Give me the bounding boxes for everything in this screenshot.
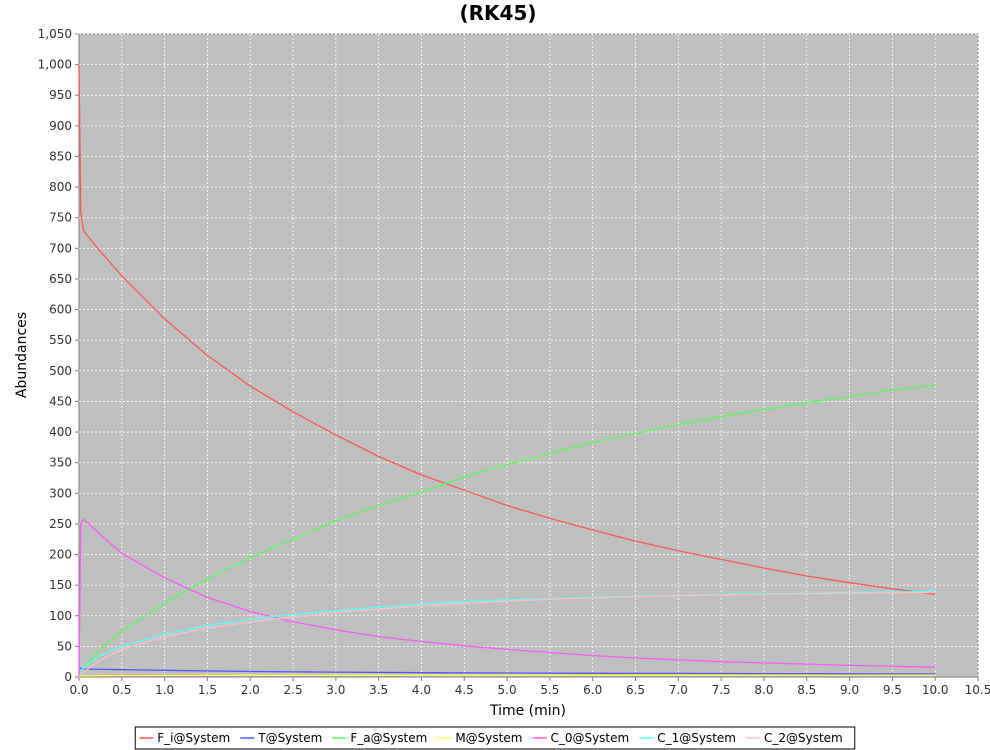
legend-label: M@System (455, 731, 522, 745)
series-line-c-0-system (78, 518, 936, 678)
plot-area (78, 33, 979, 678)
y-tick-label: 350 (49, 456, 72, 470)
y-tick-label: 1,050 (38, 27, 72, 41)
legend-box (134, 726, 856, 750)
legend-label: F_i@System (157, 731, 230, 745)
x-tick-label: 4.0 (412, 683, 431, 697)
y-tick-label: 250 (49, 517, 72, 531)
y-tick-label: 550 (49, 333, 72, 347)
y-tick-label: 0 (64, 670, 72, 684)
x-tick-label: 3.0 (326, 683, 345, 697)
y-tick-label: 450 (49, 394, 72, 408)
chart-title: (RK45) (459, 1, 536, 25)
legend-label: F_a@System (350, 731, 427, 745)
x-tick-label: 8.0 (754, 683, 773, 697)
y-tick-label: 900 (49, 119, 72, 133)
y-axis-ticks: 0 50 100 150 200 250 300 350 400 450 500 550 600 650 7… (38, 27, 79, 684)
y-tick-label: 600 (49, 303, 72, 317)
x-tick-label: 6.0 (583, 683, 602, 697)
y-tick-label: 850 (49, 149, 72, 163)
x-tick-label: 2.0 (241, 683, 260, 697)
x-tick-label: 0.5 (112, 683, 131, 697)
y-tick-label: 300 (49, 486, 72, 500)
x-tick-label: 7.0 (669, 683, 688, 697)
y-tick-label: 800 (49, 180, 72, 194)
grid (79, 33, 979, 677)
y-tick-label: 500 (49, 364, 72, 378)
x-tick-label: 6.5 (626, 683, 645, 697)
legend-label: C_2@System (764, 731, 843, 745)
y-axis-label: Abundances (14, 312, 30, 398)
legend: F_i@System T@System F_a@System M@System C_0@… (134, 726, 856, 750)
y-tick-label: 700 (49, 241, 72, 255)
y-tick-label: 400 (49, 425, 72, 439)
legend-label: C_0@System (550, 731, 629, 745)
x-tick-label: 9.0 (840, 683, 859, 697)
x-tick-label: 4.5 (455, 683, 474, 697)
y-tick-label: 200 (49, 548, 72, 562)
series-line-c-2-system (78, 591, 936, 678)
x-axis-label: Time (min) (489, 703, 566, 719)
series-line-m-system (78, 674, 936, 677)
x-tick-label: 0.0 (69, 683, 88, 697)
y-tick-label: 1,000 (38, 58, 72, 72)
x-tick-label: 5.5 (540, 683, 559, 697)
x-tick-label: 10.5 (965, 683, 990, 697)
y-tick-label: 650 (49, 272, 72, 286)
series-line-t-system (78, 667, 936, 675)
x-tick-label: 10.0 (922, 683, 949, 697)
x-tick-label: 8.5 (797, 683, 816, 697)
y-tick-label: 100 (49, 609, 72, 623)
y-tick-label: 150 (49, 578, 72, 592)
x-tick-label: 1.0 (155, 683, 174, 697)
x-tick-label: 7.5 (712, 683, 731, 697)
x-axis-ticks: 0.0 0.5 1.0 1.5 2.0 2.5 3.0 3.5 4.0 4.5 5.0 5.5 6.0 6… (69, 677, 990, 697)
series-lines (78, 64, 936, 678)
x-tick-label: 2.5 (284, 683, 303, 697)
x-tick-label: 9.5 (883, 683, 902, 697)
series-line-f-i-system (78, 64, 936, 595)
y-tick-label: 50 (57, 639, 72, 653)
legend-label: T@System (257, 731, 322, 745)
series-line-f-a-system (78, 384, 936, 678)
legend-label: C_1@System (657, 731, 736, 745)
x-tick-label: 3.5 (369, 683, 388, 697)
x-tick-label: 1.5 (198, 683, 217, 697)
y-tick-label: 950 (49, 88, 72, 102)
x-tick-label: 5.0 (498, 683, 517, 697)
y-tick-label: 750 (49, 211, 72, 225)
